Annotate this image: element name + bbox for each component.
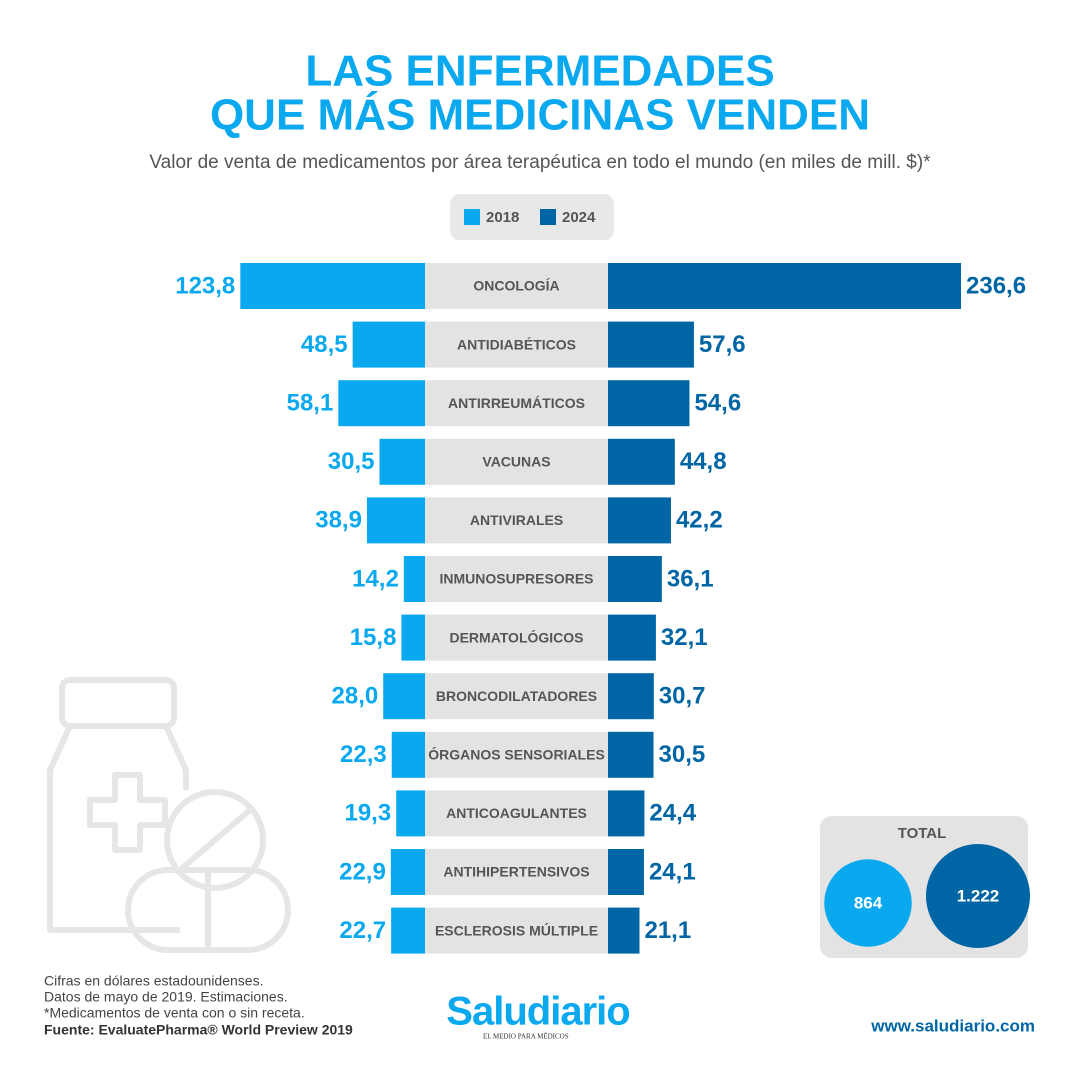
bar [379,438,425,485]
bar [383,673,425,720]
category-label: ANTIHIPERTENSIVOS [443,864,589,880]
title: QUE MÁS MEDICINAS VENDEN [210,90,870,140]
value-label: 22,9 [339,858,386,885]
brand-tagline: EL MEDIO PARA MÉDICOS [483,1033,569,1041]
bar [396,790,425,837]
category-label: ANTICOAGULANTES [446,805,587,821]
total-value: 864 [854,893,883,912]
value-label: 48,5 [301,331,348,358]
title: LAS ENFERMEDADES [305,47,774,96]
category-box [425,263,608,309]
category-box [425,907,608,954]
category-box [425,731,608,778]
value-label: 22,7 [339,917,386,944]
category-label: ANTIDIABÉTICOS [457,336,576,352]
value-label: 15,8 [350,624,397,651]
bar [403,556,425,602]
category-box [425,790,608,837]
category-label: ÓRGANOS SENSORIALES [428,746,605,763]
value-label: 24,1 [649,858,696,885]
value-label: 38,9 [315,507,362,534]
value-label: 42,2 [676,507,723,534]
bar [608,907,640,954]
category-box [425,497,608,544]
legend-box [450,194,614,240]
category-box [425,673,608,720]
category-label: ANTIVIRALES [470,512,563,528]
medicine-icon [47,677,291,953]
category-label: ANTIRREUMÁTICOS [448,395,585,411]
bar [608,849,644,895]
category-label: INMUNOSUPRESORES [439,571,593,587]
legend: 2018 2024 [464,209,596,226]
value-label: 30,5 [328,448,375,475]
bar [608,614,656,661]
value-label: 36,1 [667,565,714,592]
category-box [425,556,608,602]
value-label: 24,4 [649,800,696,827]
value-label: 21,1 [644,917,691,944]
total-bubble [824,859,912,947]
value-label: 44,8 [680,448,727,475]
subtitle: Valor de venta de medicamentos por área … [149,152,931,173]
bar [608,321,694,368]
note: Cifras en dólares estadounidenses. [44,973,263,989]
category-label: BRONCODILATADORES [436,688,597,704]
bar [366,497,425,544]
category-box [425,849,608,895]
note: Datos de mayo de 2019. Estimaciones. [44,989,288,1005]
category-label: DERMATOLÓGICOS [449,628,583,645]
total-value: 1.222 [957,886,1000,905]
bar [608,556,662,602]
brand-url[interactable]: www.saludiario.com [870,1016,1035,1035]
category-box [425,614,608,661]
category-box [425,438,608,485]
bar [608,731,654,778]
value-label: 14,2 [352,565,399,592]
value-label: 32,1 [661,624,708,651]
legend-swatch [540,209,556,225]
source: Fuente: EvaluatePharma® World Preview 20… [44,1022,353,1038]
value-label: 28,0 [332,683,379,710]
category-label: ONCOLOGÍA [473,278,559,294]
value-label: 123,8 [175,272,235,299]
total-bubble [926,844,1030,948]
legend-label: 2018 [486,209,519,226]
value-label: 58,1 [287,390,334,417]
bar [391,731,425,778]
legend-label: 2024 [562,209,596,226]
legend-swatch [464,209,480,225]
bar [401,614,425,661]
value-label: 19,3 [344,800,391,827]
bar [240,263,425,309]
bar [608,673,654,720]
bar [608,497,671,544]
bar [390,849,425,895]
brand-logo: Saludiario [446,990,629,1034]
bar [352,321,425,368]
category-box [425,321,608,368]
note: *Medicamentos de venta con o sin receta. [44,1005,305,1021]
bar [608,263,961,309]
value-label: 22,3 [340,741,387,768]
category-box [425,380,608,427]
value-label: 57,6 [699,331,746,358]
category-label: VACUNAS [482,454,550,470]
value-label: 30,5 [659,741,706,768]
total-label: TOTAL [898,825,947,842]
category-label: ESCLEROSIS MÚLTIPLE [435,921,598,938]
bar [608,790,645,837]
value-label: 236,6 [966,272,1026,299]
bar [608,380,690,427]
value-label: 30,7 [659,683,706,710]
bar [608,438,675,485]
value-label: 54,6 [694,390,741,417]
bar [338,380,425,427]
bar [391,907,425,954]
